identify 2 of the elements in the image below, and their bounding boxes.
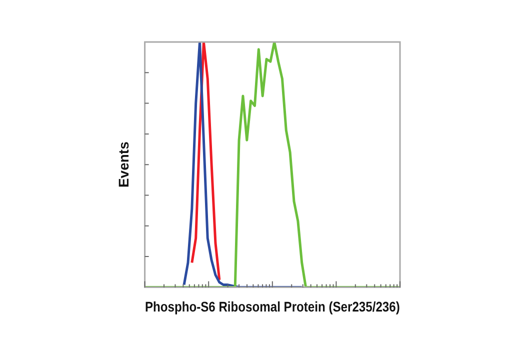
- y-axis-title: Events: [115, 141, 132, 188]
- x-axis-title: Phospho-S6 Ribosomal Protein (Ser235/236): [144, 298, 400, 315]
